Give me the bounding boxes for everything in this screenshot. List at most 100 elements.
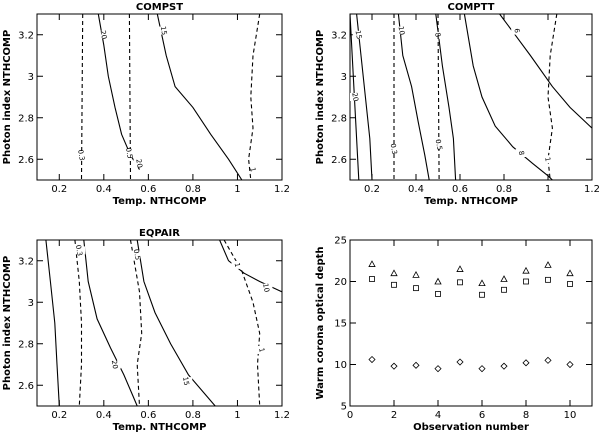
contour-label-bg bbox=[97, 30, 110, 39]
contour-label-bg bbox=[352, 30, 365, 39]
diamond-marker bbox=[522, 359, 530, 367]
y-tick-label: 15 bbox=[334, 319, 347, 330]
y-tick-label: 2.6 bbox=[331, 155, 347, 166]
triangle-marker bbox=[522, 266, 530, 274]
square-marker bbox=[457, 279, 463, 286]
square-marker bbox=[391, 281, 397, 288]
contour-label-bg bbox=[432, 30, 444, 39]
y-tick-label: 2.6 bbox=[18, 381, 34, 392]
y-axis-label: Photon index NTHCOMP bbox=[2, 30, 13, 165]
contour-label: 0.5 bbox=[132, 248, 142, 260]
square-marker bbox=[435, 291, 441, 297]
contour-label: 8 bbox=[517, 150, 526, 156]
x-tick-label: 1.2 bbox=[274, 184, 290, 195]
y-tick-label: 2.8 bbox=[18, 339, 34, 350]
y-axis-label: Warm corona optical depth bbox=[315, 246, 326, 399]
square-marker bbox=[479, 291, 485, 298]
x-tick-label: 0.4 bbox=[96, 410, 112, 421]
y-tick-label: 10 bbox=[334, 360, 347, 371]
contour-label-bg bbox=[108, 360, 121, 369]
x-axis-label: Temp. NTHCOMP bbox=[113, 422, 207, 433]
y-tick-label: 2.8 bbox=[18, 113, 34, 124]
y-tick-label: 3 bbox=[28, 298, 34, 309]
triangle-marker bbox=[390, 269, 398, 277]
x-axis-label: Temp. NTHCOMP bbox=[424, 196, 518, 207]
diamond-marker bbox=[434, 365, 442, 373]
contour-label: 15 bbox=[354, 30, 363, 40]
x-tick-label: 0 bbox=[347, 410, 353, 421]
contour-label-bg bbox=[255, 345, 268, 354]
contour-label: 20 bbox=[110, 359, 119, 369]
contour-label-bg bbox=[350, 93, 362, 101]
solid-contour-line bbox=[83, 240, 138, 406]
square-marker bbox=[501, 286, 507, 293]
solid-contour-line bbox=[435, 14, 457, 180]
contour-label-bg bbox=[75, 151, 88, 160]
contour-label: 0.3 bbox=[389, 143, 399, 155]
diamond-marker bbox=[544, 356, 552, 364]
x-tick-label: 0.4 bbox=[408, 184, 424, 195]
contour-label: 1 bbox=[248, 167, 257, 173]
y-axis-label: Photon index NTHCOMP bbox=[315, 30, 326, 165]
solid-contour-line bbox=[463, 14, 553, 180]
y-tick-label: 3.2 bbox=[331, 30, 347, 41]
contour-label: 1 bbox=[233, 262, 242, 268]
square-series bbox=[369, 276, 573, 298]
contour-label-bg bbox=[131, 250, 144, 259]
contour-group: 20 20 15 1 0.3 0.5 bbox=[75, 14, 261, 180]
contour-label-bg bbox=[157, 26, 170, 35]
contour-label-bg bbox=[511, 26, 524, 35]
solid-contour-line bbox=[156, 14, 243, 180]
contour-group: 15 10 8 6 8 20 0.3 0.5 1 bbox=[350, 14, 592, 180]
x-tick-label: 0.2 bbox=[364, 184, 380, 195]
x-tick-label: 0.8 bbox=[496, 184, 512, 195]
panel-title: COMPST bbox=[136, 2, 183, 13]
x-tick-label: 1.2 bbox=[584, 184, 600, 195]
y-tick-label: 3 bbox=[28, 72, 34, 83]
diamond-marker bbox=[500, 362, 508, 370]
contour-label: 8 bbox=[433, 32, 442, 38]
y-tick-label: 2.6 bbox=[18, 155, 34, 166]
contour-label-bg bbox=[388, 144, 400, 153]
contour-group: 20 15 10 0.3 0.5 1 1 bbox=[45, 240, 282, 406]
contour-label-bg bbox=[260, 283, 273, 292]
panel-eqpair: EQPAIR 0.2 0.4 0.6 0.8 1 1.2 2.6 2.8 3 3.2 Temp. NT… bbox=[2, 228, 290, 433]
panel-title: COMPTT bbox=[448, 2, 495, 13]
contour-label: 1 bbox=[257, 347, 266, 353]
dashed-contour-line bbox=[74, 240, 83, 406]
solid-contour-line bbox=[45, 240, 60, 406]
contour-label: 0.3 bbox=[74, 244, 84, 256]
panel-optical-depth-scatter: 0 2 4 6 8 10 5 10 15 20 25 Observation number Warm c… bbox=[315, 236, 593, 433]
square-marker bbox=[369, 276, 375, 282]
contour-label: 0.3 bbox=[76, 149, 86, 161]
x-tick-label: 0.6 bbox=[140, 184, 156, 195]
x-tick-label: 0.6 bbox=[140, 410, 156, 421]
contour-label-bg bbox=[515, 149, 528, 158]
square-marker bbox=[413, 285, 419, 292]
y-tick-label: 20 bbox=[334, 277, 347, 288]
x-tick-label: 8 bbox=[523, 410, 529, 421]
y-tick-label: 25 bbox=[334, 236, 347, 247]
y-tick-label: 5 bbox=[341, 402, 347, 413]
x-tick-label: 0.4 bbox=[96, 184, 112, 195]
y-tick-label: 3 bbox=[341, 72, 347, 83]
contour-label-bg bbox=[73, 246, 86, 255]
diamond-series bbox=[368, 355, 574, 373]
y-tick-label: 3.2 bbox=[18, 256, 34, 267]
x-tick-label: 0.8 bbox=[185, 410, 201, 421]
dashed-contour-line bbox=[248, 14, 261, 180]
diamond-marker bbox=[390, 362, 398, 370]
contour-label: 1 bbox=[543, 156, 552, 162]
contour-label: 0.5 bbox=[124, 147, 134, 159]
plot-frame bbox=[36, 239, 283, 407]
contour-label-bg bbox=[180, 377, 193, 386]
square-marker bbox=[523, 278, 529, 285]
contour-label-bg bbox=[231, 260, 244, 269]
diamond-marker bbox=[412, 361, 420, 369]
panel-compst: COMPST 0.2 0.4 0.6 0.8 1 1.2 2.6 2.8 3 3.2 Temp. NT… bbox=[2, 2, 290, 207]
contour-label-bg bbox=[247, 165, 260, 174]
square-marker bbox=[545, 276, 551, 283]
solid-contour-line bbox=[136, 240, 216, 406]
triangle-marker bbox=[478, 279, 486, 287]
